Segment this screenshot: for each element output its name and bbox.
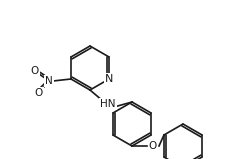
Text: O: O: [148, 141, 156, 151]
Text: HN: HN: [100, 99, 115, 109]
Text: N: N: [104, 74, 113, 84]
Text: O: O: [31, 66, 39, 76]
Text: O: O: [35, 88, 43, 98]
Text: N: N: [45, 76, 52, 86]
